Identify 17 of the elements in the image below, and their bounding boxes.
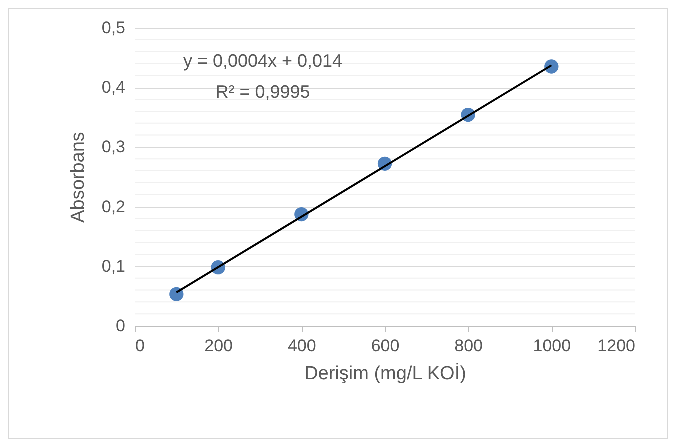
y-axis-title: Absorbans [68, 132, 89, 223]
x-tick-label: 1000 [533, 336, 572, 356]
annotation: y = 0,0004x + 0,014 [183, 51, 343, 71]
x-tick-label: 0 [136, 336, 145, 356]
x-tick-label: 600 [371, 336, 400, 356]
y-tick-label: 0,5 [102, 18, 126, 38]
x-tick-label: 800 [454, 336, 484, 356]
y-tick-label: 0,3 [102, 138, 126, 157]
x-tick-label: 1200 [598, 336, 636, 356]
annotation: R² = 0,9995 [216, 82, 310, 102]
y-tick-label: 0,2 [102, 197, 126, 216]
y-tick-label: 0,4 [102, 78, 126, 98]
x-axis-title: Derişim (mg/L KOİ) [304, 362, 466, 384]
y-tick-label: 0,1 [102, 256, 126, 276]
x-tick-label: 200 [204, 336, 234, 356]
y-tick-label: 0 [116, 316, 126, 336]
x-tick-label: 400 [288, 336, 316, 356]
